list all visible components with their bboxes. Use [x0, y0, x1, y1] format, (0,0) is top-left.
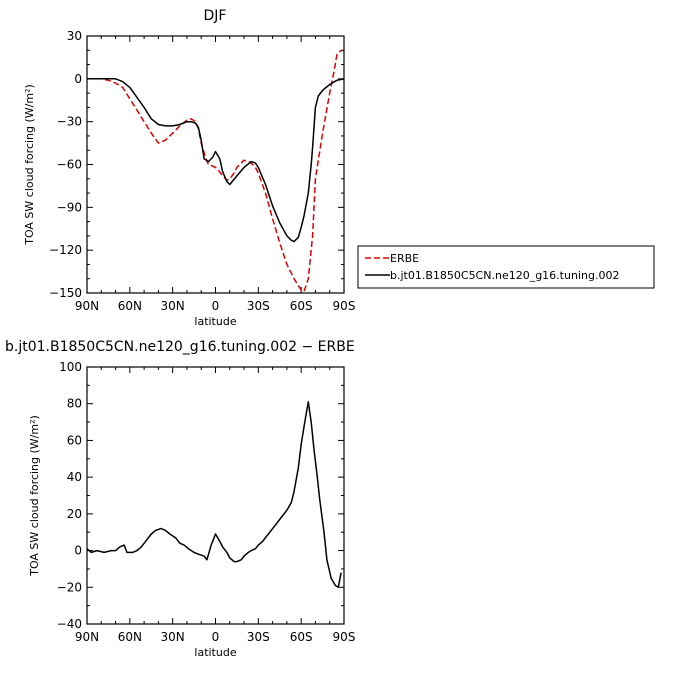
y-axis-title: TOA SW cloud forcing (W/m²): [23, 84, 36, 246]
x-tick-label: 90N: [75, 630, 99, 644]
chart-title: DJF: [204, 8, 227, 24]
y-tick-label: −20: [57, 580, 82, 594]
legend-box: [357, 245, 655, 289]
y-tick-label: 0: [74, 72, 82, 86]
y-tick-label: 80: [67, 397, 82, 411]
y-tick-label: −40: [57, 617, 82, 631]
x-tick-label: 60N: [118, 630, 142, 644]
chart-title: b.jt01.B1850C5CN.ne120_g16.tuning.002 − …: [5, 339, 355, 355]
y-tick-label: −120: [49, 243, 82, 257]
y-tick-label: 40: [67, 470, 82, 484]
x-axis-title: latitude: [194, 646, 236, 659]
series-line-1: [87, 49, 342, 293]
series-line-1: [87, 401, 342, 589]
legend: ERBE b.jt01.B1850C5CN.ne120_g16.tuning.00…: [357, 245, 655, 289]
x-axis-title: latitude: [194, 315, 236, 328]
x-tick-label: 30S: [247, 299, 270, 313]
legend-label: b.jt01.B1850C5CN.ne120_g16.tuning.002: [390, 269, 619, 282]
x-tick-label: 30N: [161, 630, 185, 644]
x-tick-label: 60N: [118, 299, 142, 313]
series-line-2: [87, 78, 344, 243]
x-tick-label: 30N: [161, 299, 185, 313]
x-tick-label: 90N: [75, 299, 99, 313]
y-axis-title: TOA SW cloud forcing (W/m²): [28, 415, 41, 577]
y-tick-label: 30: [67, 29, 82, 43]
x-tick-label: 60S: [290, 630, 313, 644]
x-tick-label: 90S: [333, 299, 356, 313]
x-tick-label: 0: [212, 299, 220, 313]
x-tick-label: 30S: [247, 630, 270, 644]
chart-1: DJF 90N 60N 30N 0 30S 60S 90S −150 −120 −90 −60 −30 0…: [23, 8, 655, 328]
x-tick-label: 0: [212, 630, 220, 644]
plot-frame: [86, 35, 345, 294]
x-tick-label: 60S: [290, 299, 313, 313]
legend-label: ERBE: [390, 252, 419, 265]
y-tick-label: −60: [57, 158, 82, 172]
chart-2: b.jt01.B1850C5CN.ne120_g16.tuning.002 − …: [5, 339, 355, 659]
x-tick-label: 90S: [333, 630, 356, 644]
y-tick-label: 60: [67, 433, 82, 447]
y-tick-label: −90: [57, 200, 82, 214]
y-tick-label: 0: [74, 544, 82, 558]
plot-frame: [86, 366, 345, 625]
y-tick-label: −30: [57, 115, 82, 129]
y-tick-label: 20: [67, 507, 82, 521]
y-tick-label: −150: [49, 286, 82, 300]
y-tick-label: 100: [59, 360, 82, 374]
